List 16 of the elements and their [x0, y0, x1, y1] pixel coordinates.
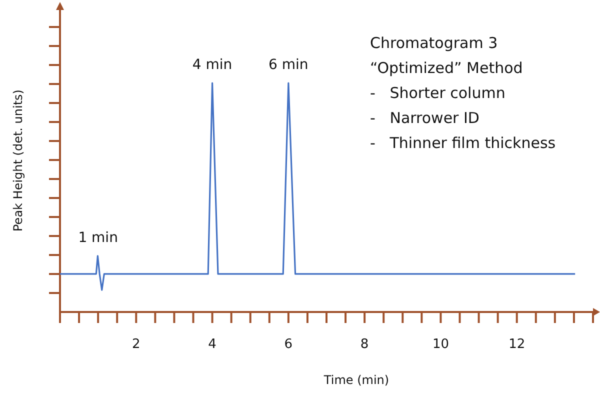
x-tick-label: 2 — [132, 337, 140, 352]
chart-subtitle: “Optimized” Method — [370, 59, 523, 77]
annotation: 6 min — [268, 57, 308, 73]
x-axis-title: Time (min) — [322, 373, 390, 387]
annotation: 1 min — [78, 230, 118, 246]
annotation: - Thinner film thickness — [370, 134, 556, 152]
x-tick-label: 6 — [284, 337, 293, 352]
annotation: 4 min — [192, 57, 232, 73]
x-tick-label: 8 — [360, 337, 369, 352]
chart-title: Chromatogram 3 — [370, 34, 498, 52]
x-tick-label: 10 — [432, 337, 449, 352]
annotation: - Narrower ID — [370, 109, 480, 127]
annotation: - Shorter column — [370, 84, 506, 102]
x-tick-label: 12 — [508, 337, 526, 352]
y-axis-title: Peak Height (det. units) — [11, 90, 25, 232]
x-tick-label: 4 — [208, 337, 216, 352]
